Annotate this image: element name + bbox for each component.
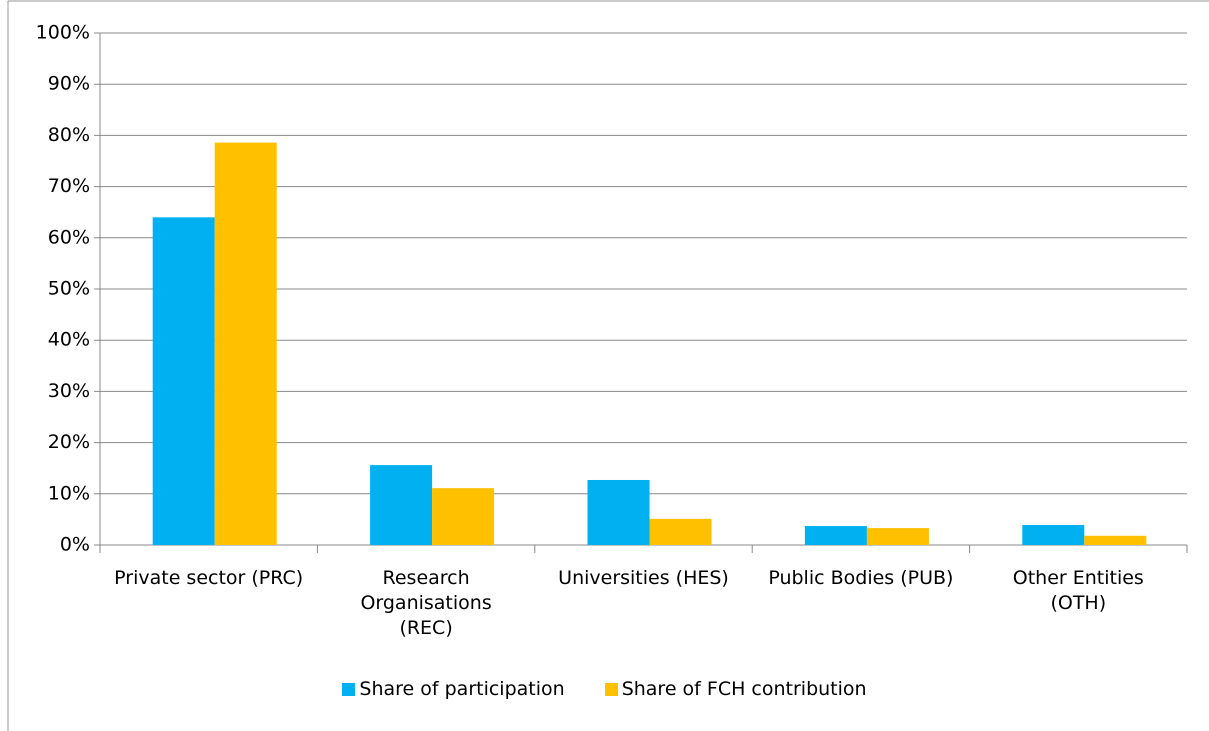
bar [804, 526, 867, 545]
y-tick-label: 20% [48, 431, 90, 453]
bar [370, 465, 433, 545]
x-tick-label: Universities (HES) [558, 567, 729, 589]
legend-swatch [604, 682, 618, 696]
y-tick-label: 80% [48, 124, 90, 146]
bar [1022, 525, 1085, 545]
x-tick-label: Research Organisations (REC) [360, 567, 492, 639]
legend: Share of participation Share of FCH contr… [0, 678, 1209, 700]
legend-label: Share of participation [359, 678, 565, 700]
legend-label: Share of FCH contribution [621, 678, 867, 700]
legend-item: Share of FCH contribution [604, 678, 867, 700]
y-tick-label: 50% [48, 278, 90, 300]
x-tick-label: Public Bodies (PUB) [768, 567, 954, 589]
bar [866, 528, 929, 545]
bar [214, 142, 277, 545]
legend-item: Share of participation [342, 678, 565, 700]
y-tick-label: 60% [48, 226, 90, 248]
y-tick-label: 70% [48, 175, 90, 197]
y-tick-label: 10% [48, 482, 90, 504]
y-tick-label: 90% [48, 73, 90, 95]
y-tick-label: 0% [60, 534, 90, 556]
bar [152, 217, 215, 545]
x-tick-label: Private sector (PRC) [114, 567, 304, 589]
x-tick-label: Other Entities (OTH) [1012, 567, 1144, 614]
bar [1084, 535, 1147, 545]
y-tick-label: 30% [48, 380, 90, 402]
legend-swatch [342, 682, 356, 696]
y-tick-label: 40% [48, 329, 90, 351]
bar [587, 479, 650, 545]
bar [432, 488, 495, 545]
y-tick-label: 100% [36, 22, 90, 44]
bar [649, 518, 712, 545]
